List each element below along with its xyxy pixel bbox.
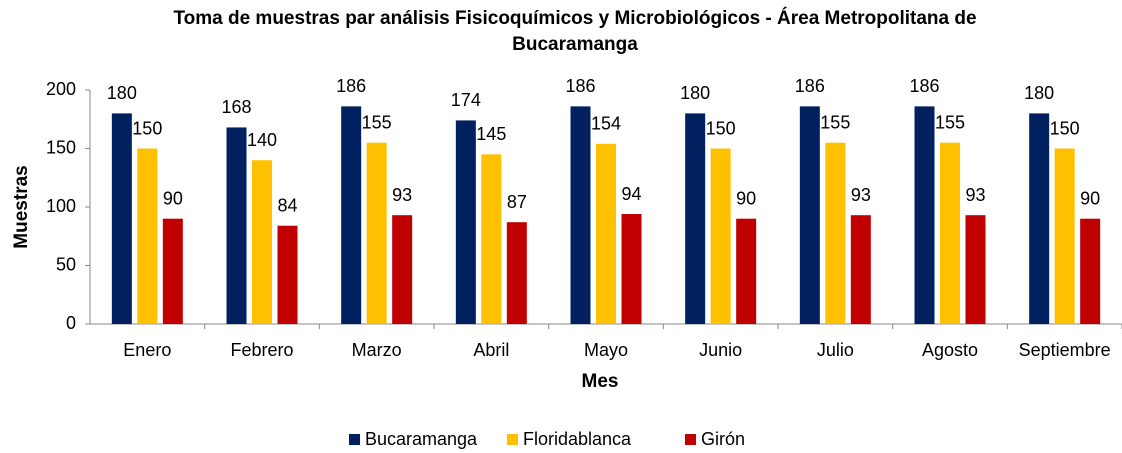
x-tick-label: Abril — [473, 340, 509, 360]
bar — [799, 106, 820, 324]
data-label: 155 — [362, 112, 392, 132]
bar — [111, 113, 132, 325]
bar — [277, 225, 298, 324]
legend-swatch — [507, 434, 518, 445]
bar — [1054, 148, 1075, 324]
x-tick-label: Marzo — [352, 340, 402, 360]
x-tick-label: Enero — [123, 340, 171, 360]
bar — [710, 148, 731, 324]
data-label: 186 — [336, 76, 366, 96]
x-tick-label: Junio — [699, 340, 742, 360]
legend-swatch — [349, 434, 360, 445]
data-label: 150 — [706, 118, 736, 138]
data-label: 145 — [476, 124, 506, 144]
bar — [621, 214, 642, 324]
bar — [940, 142, 960, 324]
bar — [1080, 218, 1101, 324]
bar — [914, 106, 935, 324]
x-tick-label: Febrero — [230, 340, 293, 360]
bar — [455, 120, 476, 324]
y-tick-label: 150 — [46, 137, 76, 157]
data-label: 84 — [277, 195, 297, 215]
data-label: 180 — [680, 83, 710, 103]
data-label: 150 — [132, 118, 162, 138]
bar — [392, 215, 413, 324]
x-tick-label: Julio — [817, 340, 854, 360]
chart-title: Toma de muestras par análisis Fisicoquím… — [173, 8, 977, 55]
bar — [596, 143, 616, 324]
bar — [570, 106, 591, 324]
x-tick-label: Mayo — [584, 340, 628, 360]
x-tick-label: Septiembre — [1019, 340, 1111, 360]
data-label: 93 — [965, 185, 985, 205]
bar — [252, 160, 272, 324]
data-label: 90 — [1080, 188, 1100, 208]
data-label: 94 — [621, 184, 641, 204]
data-label: 93 — [851, 185, 871, 205]
bar — [506, 222, 527, 324]
bar — [341, 106, 362, 324]
data-label: 140 — [247, 130, 277, 150]
bar — [366, 142, 387, 324]
bar — [850, 215, 871, 324]
data-label: 186 — [795, 76, 825, 96]
data-label: 180 — [107, 83, 137, 103]
data-label: 87 — [507, 192, 527, 212]
bar — [226, 127, 247, 324]
data-label: 168 — [221, 97, 251, 117]
data-label: 186 — [909, 76, 939, 96]
data-label: 90 — [736, 188, 756, 208]
y-tick-label: 50 — [56, 254, 76, 274]
x-axis-title: Mes — [582, 371, 619, 392]
data-label: 180 — [1024, 83, 1054, 103]
bar — [137, 148, 158, 324]
y-tick-label: 100 — [46, 196, 76, 216]
data-label: 155 — [935, 112, 965, 132]
bar — [685, 113, 706, 325]
bar — [965, 215, 986, 324]
data-label: 174 — [451, 90, 481, 110]
data-label: 154 — [591, 114, 621, 134]
data-label: 90 — [163, 188, 183, 208]
data-label: 155 — [820, 112, 850, 132]
legend-label: Bucaramanga — [365, 429, 478, 449]
legend-label: Girón — [701, 429, 745, 449]
bar — [162, 218, 183, 324]
data-label: 186 — [565, 76, 595, 96]
data-label: 93 — [392, 185, 412, 205]
legend-label: Floridablanca — [523, 429, 632, 449]
y-axis-title: Muestras — [11, 165, 32, 248]
y-tick-label: 200 — [46, 79, 76, 99]
bar — [825, 142, 846, 324]
bar — [481, 154, 502, 324]
bar — [736, 218, 757, 324]
y-tick-label: 0 — [66, 313, 76, 333]
legend-swatch — [685, 434, 696, 445]
x-tick-label: Agosto — [922, 340, 978, 360]
bar — [1029, 113, 1050, 325]
data-label: 150 — [1050, 118, 1080, 138]
